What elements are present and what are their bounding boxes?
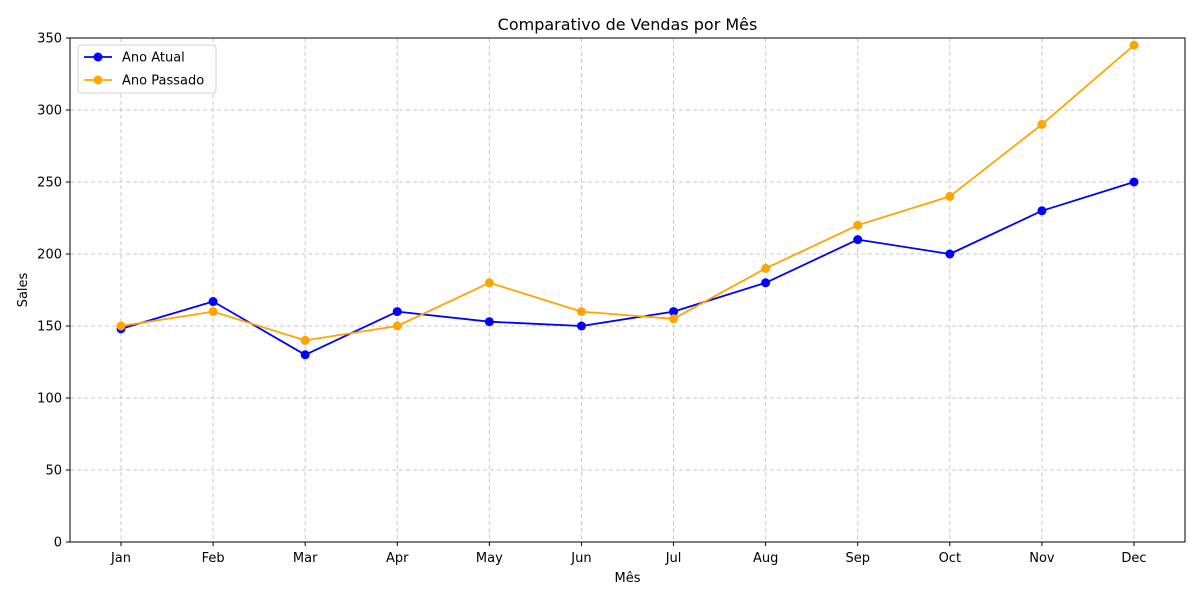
data-point xyxy=(761,263,771,273)
data-point xyxy=(1129,40,1139,50)
data-point xyxy=(484,278,494,288)
x-tick-label: Sep xyxy=(845,551,870,566)
x-tick-label: Apr xyxy=(386,551,409,566)
data-point xyxy=(300,350,310,360)
legend-marker xyxy=(93,75,103,85)
x-tick-label: Jun xyxy=(570,551,591,566)
x-tick-label: Feb xyxy=(202,551,225,566)
data-point xyxy=(300,335,310,345)
x-tick-label: May xyxy=(476,551,503,566)
series-line xyxy=(120,44,1135,342)
series-group xyxy=(116,40,1139,360)
data-point xyxy=(945,191,955,201)
y-tick-label: 150 xyxy=(37,320,62,335)
y-tick-label: 350 xyxy=(37,32,62,47)
legend-box xyxy=(77,44,217,94)
y-tick-label: 250 xyxy=(37,176,62,191)
data-point xyxy=(576,321,586,331)
data-point xyxy=(392,307,402,317)
y-tick-label: 300 xyxy=(37,104,62,119)
x-tick-label: Jul xyxy=(665,551,682,566)
series-2 xyxy=(116,40,1139,345)
y-tick-label: 0 xyxy=(54,536,62,551)
x-tick-label: Dec xyxy=(1121,551,1146,566)
grid xyxy=(70,38,1185,542)
data-point xyxy=(392,321,402,331)
data-point xyxy=(576,307,586,317)
data-point xyxy=(669,307,679,317)
x-tick-label: Oct xyxy=(939,551,961,566)
legend-marker xyxy=(93,52,103,62)
data-point xyxy=(669,314,679,324)
x-tick-label: Nov xyxy=(1029,551,1055,566)
x-tick-label: Mar xyxy=(293,551,318,566)
x-tick-label: Aug xyxy=(753,551,778,566)
y-tick-label: 100 xyxy=(37,392,62,407)
data-point xyxy=(853,235,863,245)
y-axis-label: Sales xyxy=(16,272,31,307)
data-point xyxy=(1037,206,1047,216)
x-axis-label: Mês xyxy=(615,571,641,586)
legend-label: Ano Atual xyxy=(122,51,185,66)
data-point xyxy=(853,220,863,230)
series-1 xyxy=(116,177,1139,360)
plot-frame xyxy=(69,37,1186,543)
data-point xyxy=(761,278,771,288)
data-point xyxy=(945,249,955,259)
y-tick-label: 50 xyxy=(45,464,62,479)
data-point xyxy=(208,297,218,307)
data-point xyxy=(1129,177,1139,187)
chart-title: Comparativo de Vendas por Mês xyxy=(498,15,758,34)
data-point xyxy=(484,317,494,327)
legend: Ano Atual Ano Passado xyxy=(77,44,217,94)
x-tick-label: Jan xyxy=(110,551,131,566)
axis-ticks: Jan Feb Mar Apr May Jun Jul Aug Sep Oct Nov Dec 0 50 1… xyxy=(37,32,1146,567)
series-line xyxy=(120,181,1135,356)
data-point xyxy=(1037,119,1047,129)
legend-label: Ano Passado xyxy=(122,74,204,89)
y-tick-label: 200 xyxy=(37,248,62,263)
data-point xyxy=(208,307,218,317)
data-point xyxy=(116,321,126,331)
